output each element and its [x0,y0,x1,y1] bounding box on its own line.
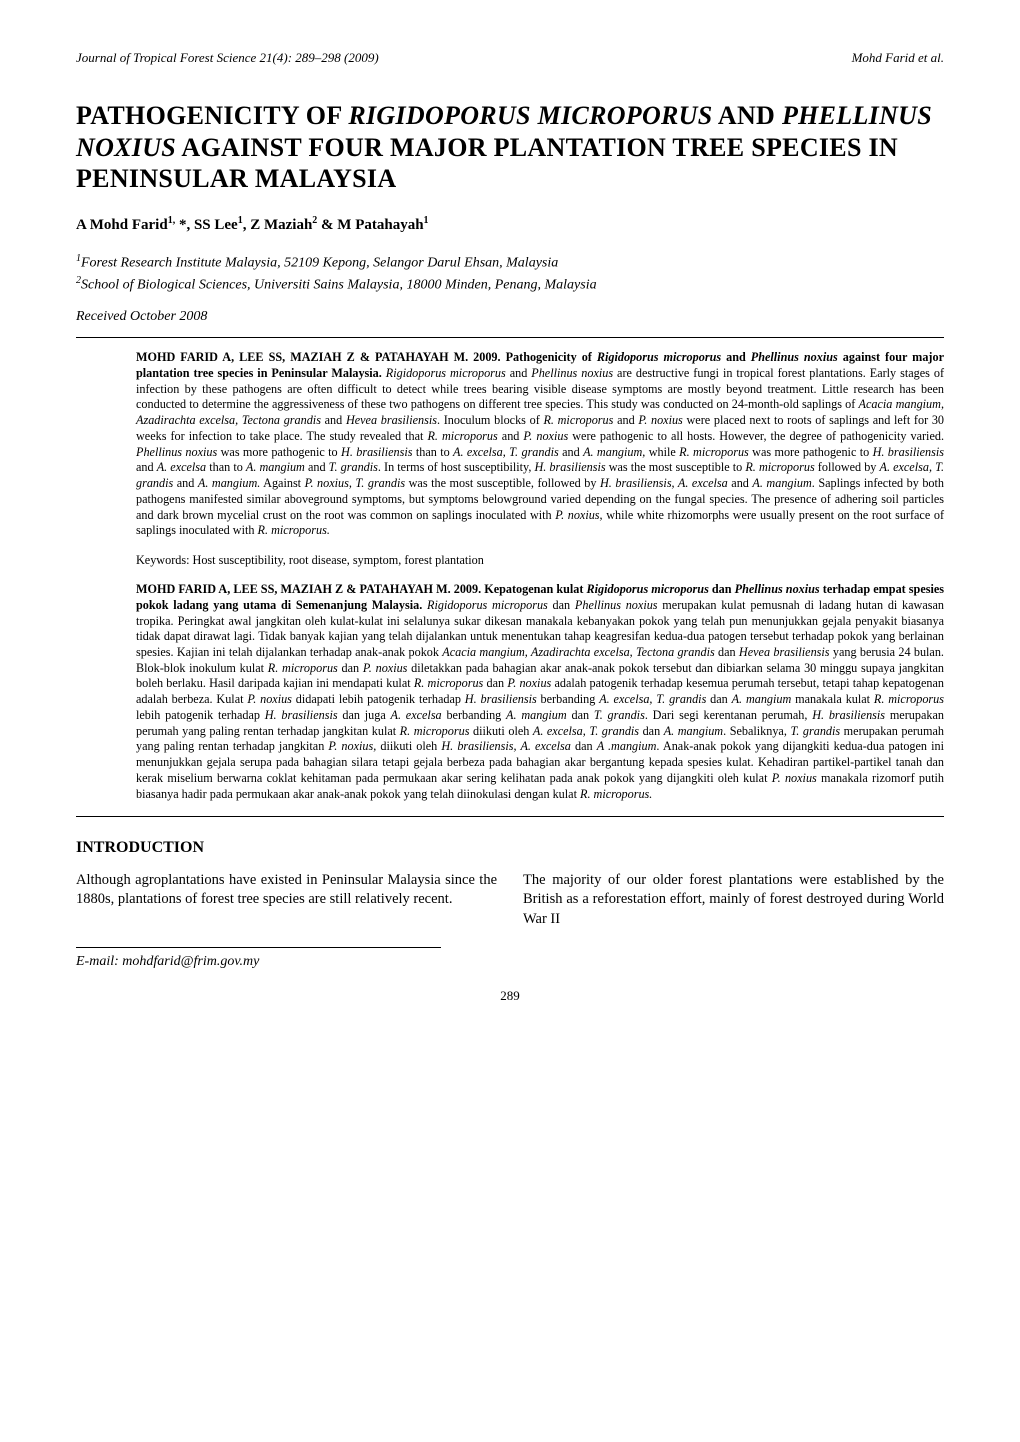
author-short: Mohd Farid et al. [852,50,944,66]
abstract-ms-body: Rigidoporus microporus dan Phellinus nox… [136,598,944,801]
article-title: PATHOGENICITY OF RIGIDOPORUS MICROPORUS … [76,100,944,195]
footer-rule [76,947,441,948]
section-heading-introduction: INTRODUCTION [76,839,944,857]
keywords: Keywords: Host susceptibility, root dise… [136,553,944,568]
affiliations: 1Forest Research Institute Malaysia, 521… [76,252,944,295]
authors-line: A Mohd Farid1, *, SS Lee1, Z Maziah2 & M… [76,215,944,234]
top-rule [76,337,944,338]
page-number: 289 [76,988,944,1004]
intro-col-right: The majority of our older forest plantat… [523,871,944,928]
intro-col-left: Although agroplantations have existed in… [76,871,497,928]
corresponding-email: E-mail: mohdfarid@frim.gov.my [76,954,944,970]
intro-columns: Although agroplantations have existed in… [76,871,944,928]
abstract-malay: MOHD FARID A, LEE SS, MAZIAH Z & PATAHAY… [136,582,944,802]
bottom-rule [76,816,944,817]
running-head: Journal of Tropical Forest Science 21(4)… [76,50,944,66]
abstract-en-body: Rigidoporus microporus and Phellinus nox… [136,366,944,537]
journal-citation: Journal of Tropical Forest Science 21(4)… [76,50,379,66]
received-date: Received October 2008 [76,309,944,325]
abstract-english: MOHD FARID A, LEE SS, MAZIAH Z & PATAHAY… [136,350,944,539]
